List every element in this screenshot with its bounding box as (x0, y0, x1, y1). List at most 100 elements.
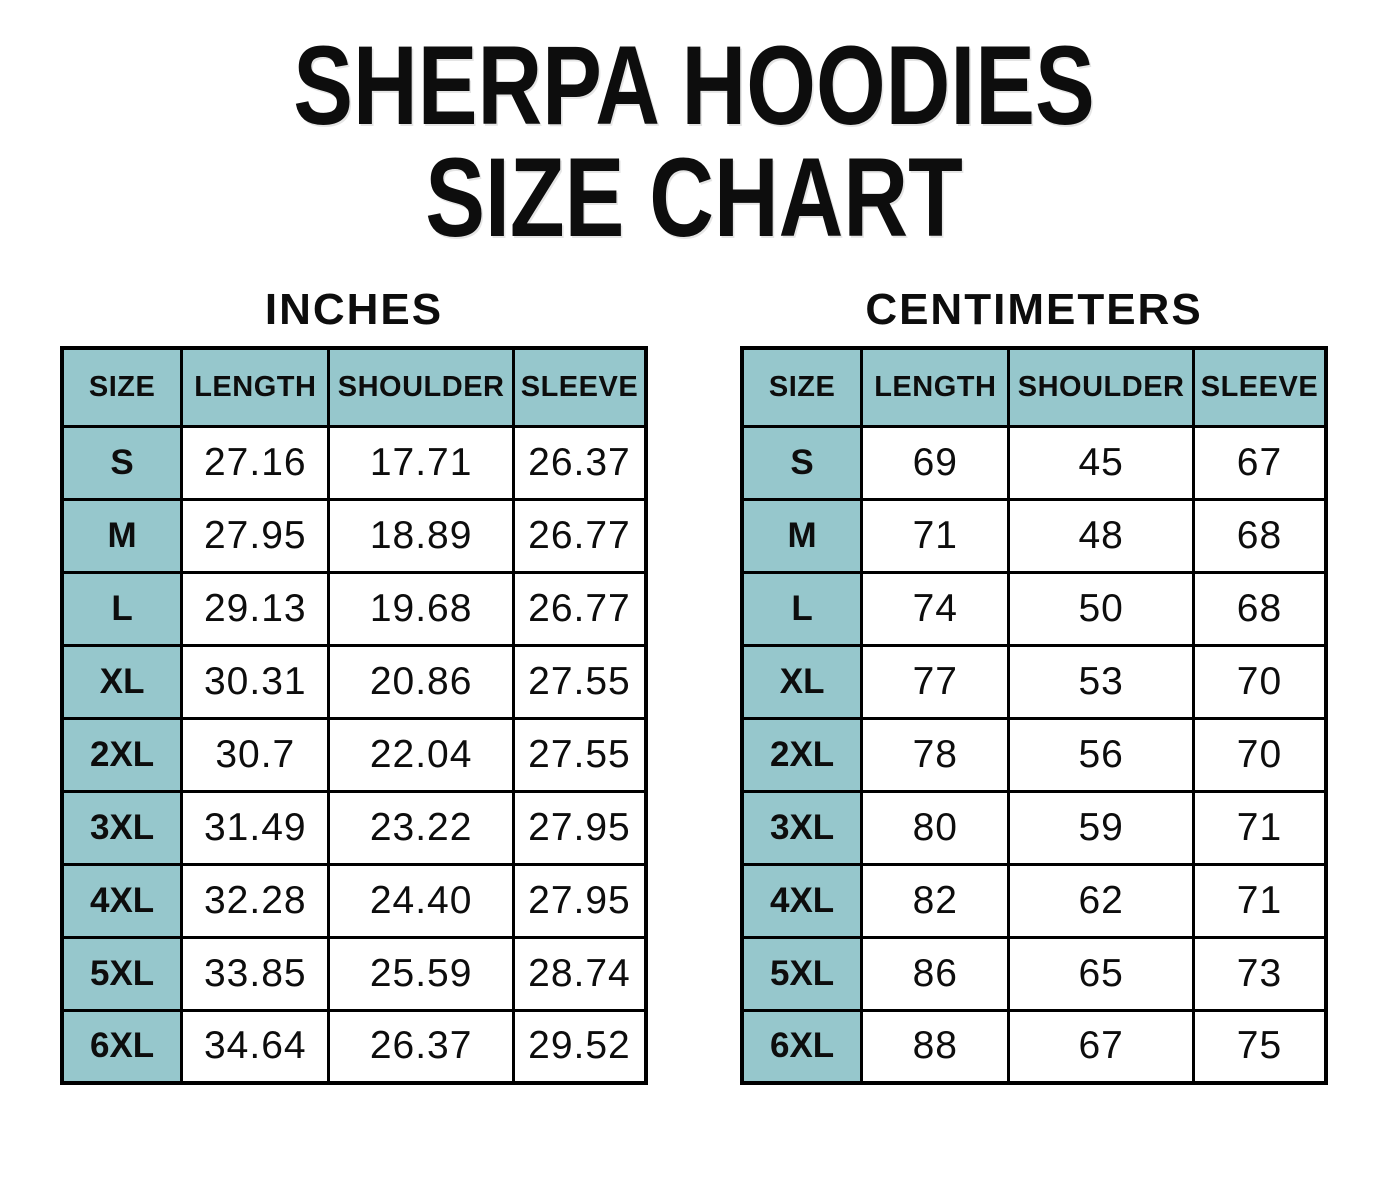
measurement-value: 68 (1191, 570, 1328, 647)
measurement-value: 73 (1191, 935, 1328, 1012)
measurement-value: 25.59 (327, 935, 515, 1012)
size-label: 6XL (60, 1008, 184, 1085)
measurement-value: 27.95 (511, 789, 648, 866)
page-title-line-2: SIZE CHART (425, 135, 963, 260)
centimeters-caption: CENTIMETERS (865, 285, 1203, 334)
measurement-value: 31.49 (180, 789, 331, 866)
measurement-value: 27.55 (511, 643, 648, 720)
measurement-value: 26.37 (327, 1008, 515, 1085)
measurement-value: 30.7 (180, 716, 331, 793)
table-row: 4XL 82 62 71 (740, 862, 1328, 939)
measurement-value: 69 (860, 424, 1011, 501)
measurement-value: 27.55 (511, 716, 648, 793)
size-label: L (740, 570, 864, 647)
measurement-value: 27.95 (180, 497, 331, 574)
centimeters-table-section: CENTIMETERS SIZE LENGTH SHOULDER SLEEVE … (740, 284, 1328, 1085)
column-header-length: LENGTH (180, 346, 331, 428)
measurement-value: 22.04 (327, 716, 515, 793)
column-header-size: SIZE (60, 346, 184, 428)
tables-row: INCHES SIZE LENGTH SHOULDER SLEEVE S 27.1… (0, 284, 1388, 1085)
measurement-value: 68 (1191, 497, 1328, 574)
measurement-value: 65 (1007, 935, 1195, 1012)
column-header-length: LENGTH (860, 346, 1011, 428)
measurement-value: 80 (860, 789, 1011, 866)
measurement-value: 71 (1191, 789, 1328, 866)
measurement-value: 34.64 (180, 1008, 331, 1085)
page-title-line-1: SHERPA HOODIES (293, 23, 1095, 148)
size-label: 4XL (60, 862, 184, 939)
table-row: S 69 45 67 (740, 424, 1328, 501)
measurement-value: 71 (1191, 862, 1328, 939)
measurement-value: 62 (1007, 862, 1195, 939)
column-header-sleeve: SLEEVE (511, 346, 648, 428)
measurement-value: 29.52 (511, 1008, 648, 1085)
column-header-shoulder: SHOULDER (1007, 346, 1195, 428)
size-label: S (740, 424, 864, 501)
table-row: M 71 48 68 (740, 497, 1328, 574)
size-label: 4XL (740, 862, 864, 939)
measurement-value: 75 (1191, 1008, 1328, 1085)
inches-table-section: INCHES SIZE LENGTH SHOULDER SLEEVE S 27.1… (60, 284, 648, 1085)
size-label: S (60, 424, 184, 501)
measurement-value: 88 (860, 1008, 1011, 1085)
measurement-value: 24.40 (327, 862, 515, 939)
measurement-value: 86 (860, 935, 1011, 1012)
measurement-value: 78 (860, 716, 1011, 793)
inches-size-table: SIZE LENGTH SHOULDER SLEEVE S 27.16 17.71 2… (60, 346, 648, 1085)
table-row: 6XL 34.64 26.37 29.52 (60, 1008, 648, 1085)
measurement-value: 32.28 (180, 862, 331, 939)
size-label: M (60, 497, 184, 574)
inches-caption: INCHES (264, 285, 444, 334)
measurement-value: 48 (1007, 497, 1195, 574)
table-row: 3XL 31.49 23.22 27.95 (60, 789, 648, 866)
measurement-value: 50 (1007, 570, 1195, 647)
size-label: L (60, 570, 184, 647)
centimeters-table-body: S 69 45 67 M 71 48 68 L 74 50 68 XL 77 53 70 2XL 78 56 70 3X… (740, 424, 1328, 1085)
header-row: SIZE LENGTH SHOULDER SLEEVE (740, 346, 1328, 428)
measurement-value: 29.13 (180, 570, 331, 647)
size-label: XL (60, 643, 184, 720)
size-label: 5XL (740, 935, 864, 1012)
size-label: 3XL (60, 789, 184, 866)
table-row: 5XL 33.85 25.59 28.74 (60, 935, 648, 1012)
page-title: SHERPA HOODIES SIZE CHART (0, 0, 1388, 254)
measurement-value: 18.89 (327, 497, 515, 574)
table-row: 4XL 32.28 24.40 27.95 (60, 862, 648, 939)
table-row: 6XL 88 67 75 (740, 1008, 1328, 1085)
centimeters-size-table: SIZE LENGTH SHOULDER SLEEVE S 69 45 67 M 71 48… (740, 346, 1328, 1085)
measurement-value: 67 (1191, 424, 1328, 501)
table-row: L 29.13 19.68 26.77 (60, 570, 648, 647)
header-row: SIZE LENGTH SHOULDER SLEEVE (60, 346, 648, 428)
measurement-value: 23.22 (327, 789, 515, 866)
table-row: 2XL 78 56 70 (740, 716, 1328, 793)
measurement-value: 30.31 (180, 643, 331, 720)
table-row: XL 30.31 20.86 27.55 (60, 643, 648, 720)
column-header-shoulder: SHOULDER (327, 346, 515, 428)
size-label: 6XL (740, 1008, 864, 1085)
measurement-value: 70 (1191, 643, 1328, 720)
measurement-value: 27.95 (511, 862, 648, 939)
measurement-value: 82 (860, 862, 1011, 939)
size-label: M (740, 497, 864, 574)
measurement-value: 33.85 (180, 935, 331, 1012)
table-row: S 27.16 17.71 26.37 (60, 424, 648, 501)
measurement-value: 26.77 (511, 497, 648, 574)
measurement-value: 53 (1007, 643, 1195, 720)
column-header-sleeve: SLEEVE (1191, 346, 1328, 428)
measurement-value: 70 (1191, 716, 1328, 793)
measurement-value: 71 (860, 497, 1011, 574)
table-row: XL 77 53 70 (740, 643, 1328, 720)
inches-table-header: SIZE LENGTH SHOULDER SLEEVE (60, 346, 648, 428)
centimeters-table-header: SIZE LENGTH SHOULDER SLEEVE (740, 346, 1328, 428)
table-row: 3XL 80 59 71 (740, 789, 1328, 866)
measurement-value: 56 (1007, 716, 1195, 793)
measurement-value: 17.71 (327, 424, 515, 501)
size-label: 2XL (60, 716, 184, 793)
table-row: L 74 50 68 (740, 570, 1328, 647)
measurement-value: 19.68 (327, 570, 515, 647)
measurement-value: 77 (860, 643, 1011, 720)
column-header-size: SIZE (740, 346, 864, 428)
size-label: 3XL (740, 789, 864, 866)
measurement-value: 26.77 (511, 570, 648, 647)
